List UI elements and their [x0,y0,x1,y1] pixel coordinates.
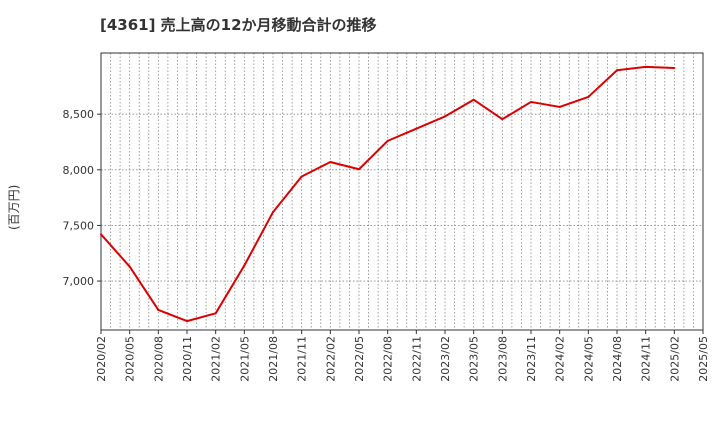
x-tick-label: 2020/11 [181,336,194,382]
y-tick-label: 7,500 [63,219,95,232]
x-tick-label: 2024/08 [611,336,624,382]
data-point [616,69,618,72]
x-tick-label: 2020/05 [124,336,137,382]
y-tick-label: 8,500 [63,108,95,121]
x-tick-label: 2021/02 [210,336,223,382]
x-tick-label: 2020/02 [95,336,108,382]
x-tick-label: 2023/08 [496,336,509,382]
data-point [501,118,504,121]
x-tick-label: 2021/08 [267,336,280,382]
chart-title: [4361] 売上高の12か月移動合計の推移 [100,16,377,34]
x-axis-ticks: 2020/02 2020/05 2020/08 2020/11 2021/02 2021/… [95,330,710,382]
data-point [300,175,303,178]
data-point [100,233,102,236]
data-point [186,320,188,323]
data-point [673,67,676,70]
x-tick-label: 2023/02 [439,336,452,382]
y-tick-label: 8,000 [63,164,95,177]
x-tick-label: 2024/02 [554,336,567,382]
data-point [530,100,532,103]
x-tick-label: 2020/08 [152,336,165,382]
x-tick-label: 2022/02 [324,336,337,382]
x-tick-label: 2022/05 [353,336,366,382]
y-axis-ticks: 7,000 7,500 8,000 8,500 [63,108,101,288]
grid-lines [101,53,703,330]
data-point [329,161,332,164]
data-point [644,65,647,68]
x-tick-label: 2024/11 [640,336,653,382]
plot-area [101,53,703,330]
y-tick-label: 7,000 [63,275,95,288]
x-tick-label: 2023/05 [468,336,481,382]
data-point [444,115,446,118]
data-point [214,312,217,315]
data-point [472,98,475,101]
data-point [243,264,246,267]
data-point [128,265,131,268]
data-point [415,127,418,130]
x-tick-label: 2021/11 [296,336,309,382]
plot-frame [100,52,704,331]
data-point [558,105,561,108]
x-tick-label: 2025/05 [697,336,710,382]
data-point [272,211,274,214]
data-point [587,95,590,98]
x-tick-label: 2022/08 [382,336,395,382]
x-tick-label: 2021/05 [238,336,251,382]
x-tick-label: 2022/11 [410,336,423,382]
x-tick-label: 2023/11 [525,336,538,382]
x-tick-label: 2025/02 [668,336,681,382]
data-point [386,139,389,142]
data-point [358,168,360,171]
data-point [157,308,160,311]
x-tick-label: 2024/05 [582,336,595,382]
data-series [100,65,676,323]
